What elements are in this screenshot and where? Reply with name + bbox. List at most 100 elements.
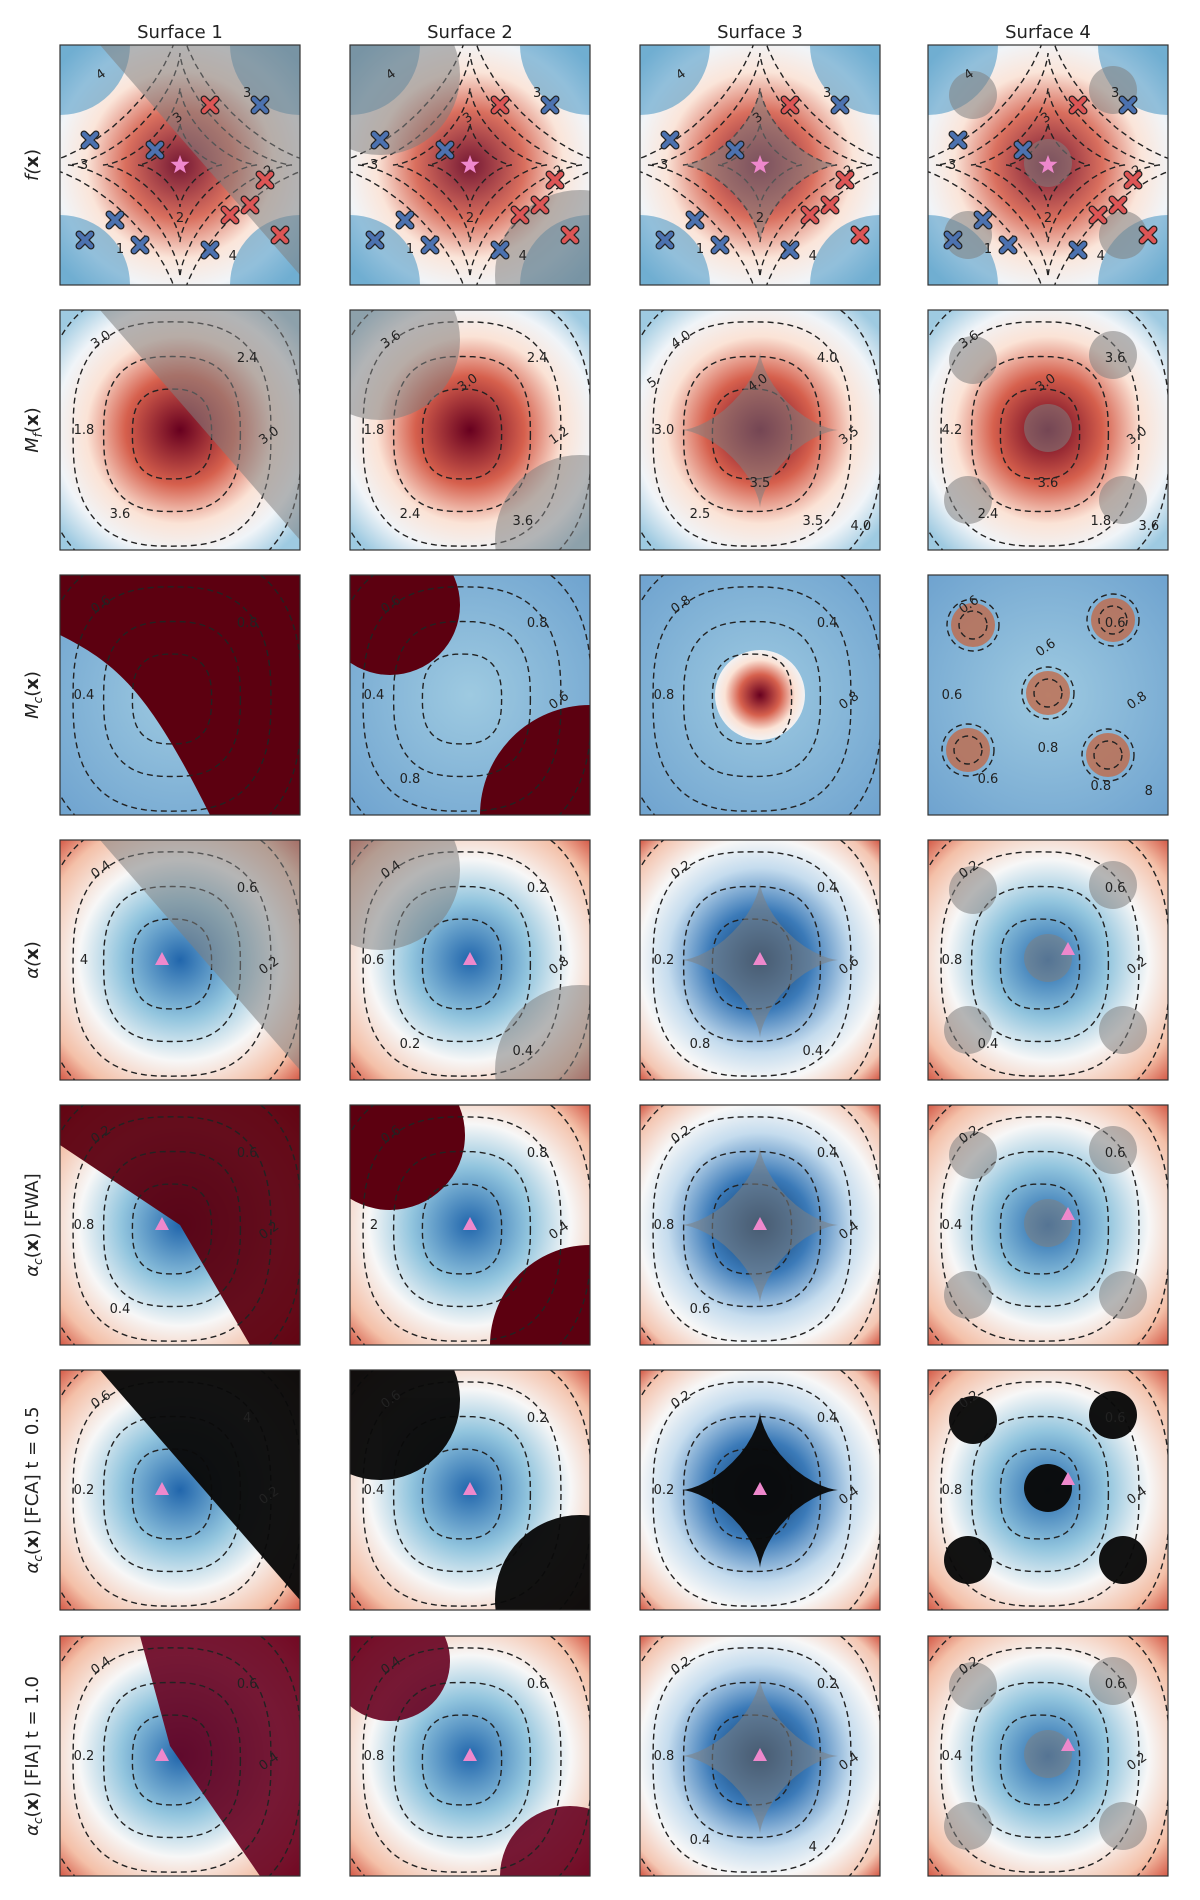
contour-label: 1.8 (1090, 514, 1111, 529)
optimum-triangle-marker (463, 1748, 477, 1761)
contour-label: 3.6 (1038, 476, 1059, 491)
infeasible-sample-marker (240, 195, 260, 215)
infeasible-region (350, 1370, 590, 1610)
panel-r7-c4: 0.20.60.4 0.2 (927, 1635, 1169, 1877)
optimum-triangle-marker (463, 952, 477, 965)
contour-label: 4.0 (850, 519, 871, 534)
contour-label: 0.2 (654, 953, 675, 968)
infeasible-region (944, 861, 1147, 1054)
panel-frame (639, 1635, 881, 1877)
panel-frame (349, 1104, 591, 1346)
contour-label: 3.0 (654, 423, 675, 438)
infeasible-sample-marker (490, 95, 510, 115)
infeasible-sample-marker (835, 170, 855, 190)
optimum-star-marker (1038, 155, 1058, 174)
contour-label: 2.4 (527, 351, 548, 366)
optimum-triangle-marker (155, 1748, 169, 1761)
row-label-6: αc(x) [FCA] t = 0.5 (22, 1406, 45, 1573)
feasible-sample-marker (780, 240, 800, 260)
contour-label: 1.8 (364, 423, 385, 438)
contour-label: 0.6 (527, 1677, 548, 1692)
feasible-sample-marker (660, 130, 680, 150)
contour-label: 0.6 (237, 881, 258, 896)
optimum-triangle-marker (463, 1482, 477, 1495)
contour-label: 1.8 (74, 423, 95, 438)
panel-r4-c3: 0.20.40.2 0.60.8 0.4 (639, 839, 881, 1081)
contour-label: 4 (1097, 249, 1105, 264)
contour-label: 0.8 (942, 953, 963, 968)
contour-label: 2 (466, 211, 474, 226)
optimum-triangle-marker (1061, 1738, 1075, 1751)
feasible-sample-marker (998, 235, 1018, 255)
panel-r1-c3: 433 21 432 (639, 44, 881, 286)
panel-r1-c1: 433 21 432 (59, 44, 301, 286)
contour-label: 4 (519, 249, 527, 264)
row-label-2: Mf(x) (22, 407, 45, 452)
contour-label: 0.8 (654, 1749, 675, 1764)
panel-frame (349, 1369, 591, 1611)
panel-frame (639, 839, 881, 1081)
panel-frame (927, 44, 1169, 286)
contour-label: 4.2 (942, 423, 963, 438)
infeasible-sample-marker (1123, 170, 1143, 190)
contour-label: 0.6 (942, 688, 963, 703)
panel-frame (59, 1104, 301, 1346)
contour-label: 2 (176, 211, 184, 226)
contour-label: 3.6 (110, 507, 131, 522)
panel-r5-c2: 0.60.82 0.4 (349, 1104, 591, 1346)
panel-frame (927, 309, 1169, 551)
panel-r5-c4: 0.20.60.4 (927, 1104, 1169, 1346)
optimum-triangle-marker (155, 1482, 169, 1495)
contour-label: 1 (984, 242, 992, 257)
infeasible-region (100, 45, 300, 275)
contour-label: 2 (1044, 211, 1052, 226)
contour-label: 2.4 (237, 351, 258, 366)
optimum-triangle-marker (155, 952, 169, 965)
contour-label: 3 (823, 86, 831, 101)
panel-r3-c4: 0.60.60.6 0.80.6 0.80.60.88 (927, 574, 1169, 816)
contour-label: 2.5 (690, 507, 711, 522)
contour-label: 0.4 (817, 616, 838, 631)
contour-label: 0.6 (1105, 1677, 1126, 1692)
row-label-3: Mc(x) (22, 671, 45, 719)
panel-frame (349, 309, 591, 551)
feasible-sample-marker (365, 230, 385, 250)
feasible-sample-marker (75, 230, 95, 250)
contour-label: 0.6 (364, 953, 385, 968)
contour-label: 0.4 (978, 1037, 999, 1052)
panel-frame (927, 574, 1169, 816)
panel-r2-c1: 3.02.41.8 3.03.6 (59, 309, 301, 551)
contour-label: 0.8 (654, 688, 675, 703)
panel-frame (639, 309, 881, 551)
infeasible-sample-marker (780, 95, 800, 115)
panel-frame (639, 1369, 881, 1611)
contour-label: 0.8 (527, 616, 548, 631)
panel-frame (349, 44, 591, 286)
column-title-3: Surface 3 (717, 22, 803, 43)
contour-label: 0.6 (1105, 1411, 1126, 1426)
contour-label: 1 (116, 242, 124, 257)
panel-r1-c2: 433 21 432 (349, 44, 591, 286)
feasible-sample-marker (370, 130, 390, 150)
contour-label: 0.8 (364, 1749, 385, 1764)
panel-r3-c2: 0.60.80.4 0.60.8 (349, 574, 591, 816)
contour-label: 0.8 (1038, 741, 1059, 756)
panel-frame (349, 1635, 591, 1877)
contour-label: 0.6 (1105, 616, 1126, 631)
row-labels: f(x) Mf(x) Mc(x) α(x) αc(x) [FWA] αc(x) [FCA]… (22, 149, 45, 1836)
panel-r4-c4: 0.20.60.8 0.20.4 (927, 839, 1169, 1081)
feasible-sample-marker (250, 95, 270, 115)
panel-r6-c4: 0.20.60.8 0.4 (927, 1369, 1169, 1611)
panel-r2-c2: 3.62.41.8 1.22.4 3.63.0 (349, 309, 591, 551)
panel-frame (927, 1635, 1169, 1877)
infeasible-region (944, 1657, 1147, 1850)
panel-r4-c2: 0.40.20.6 0.80.2 0.4 (349, 839, 591, 1081)
feasible-sample-marker (973, 210, 993, 230)
optimum-triangle-marker (753, 1217, 767, 1230)
panel-r3-c1: 0.60.80.4 (59, 574, 301, 816)
contour-label: 3.5 (750, 476, 771, 491)
infeasible-sample-marker (1088, 205, 1108, 225)
panel-r7-c2: 0.40.60.8 (349, 1635, 591, 1877)
feasible-sample-marker (130, 235, 150, 255)
